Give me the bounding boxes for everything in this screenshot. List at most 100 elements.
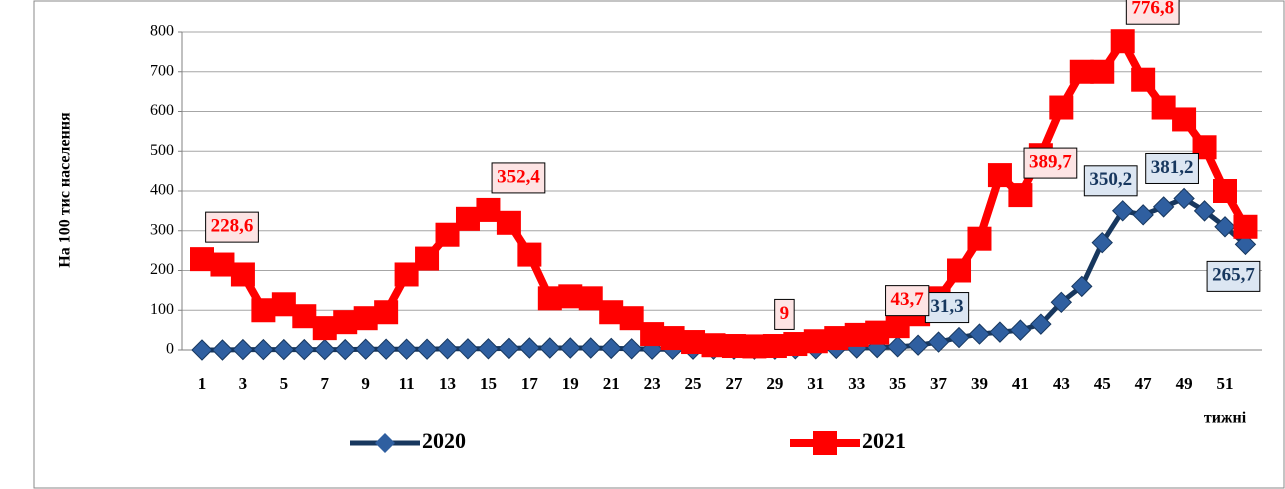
x-tick-label: 19: [562, 374, 579, 393]
marker: [721, 334, 746, 359]
marker: [844, 322, 869, 347]
data-label-text: 43,7: [891, 289, 925, 310]
legend-label: 2020: [422, 428, 466, 453]
marker: [948, 326, 970, 349]
marker: [762, 334, 787, 359]
marker: [660, 326, 685, 351]
marker: [312, 316, 337, 341]
marker: [353, 306, 378, 331]
marker: [1234, 233, 1257, 256]
marker: [211, 339, 234, 361]
marker: [701, 333, 726, 358]
marker: [1214, 216, 1236, 238]
marker: [271, 292, 296, 317]
data-label-box: [885, 285, 930, 317]
marker: [252, 338, 275, 361]
legend-marker: [813, 431, 837, 455]
x-tick-label: 33: [848, 374, 865, 393]
data-label-box: [491, 162, 546, 194]
x-tick-label: 29: [766, 374, 783, 393]
marker: [578, 286, 603, 311]
marker: [191, 339, 213, 361]
marker: [517, 242, 542, 267]
marker: [558, 284, 583, 309]
y-tick-label: 500: [150, 142, 174, 159]
marker: [210, 252, 235, 277]
x-tick-label: 9: [361, 374, 370, 393]
marker: [395, 338, 418, 360]
marker: [190, 247, 214, 272]
x-tick-label: 45: [1094, 374, 1111, 393]
marker: [496, 210, 521, 235]
x-tick-label: 31: [807, 374, 824, 393]
data-label-text: 9: [780, 303, 790, 324]
marker: [435, 222, 460, 247]
y-tick-label: 0: [166, 341, 174, 358]
x-tick-label: 5: [280, 374, 289, 393]
marker: [477, 338, 500, 360]
x-tick-label: 21: [603, 374, 620, 393]
y-tick-label: 400: [150, 182, 174, 199]
marker: [1131, 67, 1156, 92]
marker: [989, 321, 1011, 343]
marker: [987, 163, 1012, 188]
data-label-box: [1145, 152, 1199, 184]
x-tick-label: 27: [725, 374, 743, 393]
x-tick-label: 11: [399, 374, 415, 393]
y-tick-label: 600: [150, 102, 174, 119]
marker: [803, 329, 828, 354]
marker: [251, 298, 276, 323]
marker: [375, 338, 397, 360]
marker: [292, 304, 317, 329]
marker: [1172, 107, 1197, 132]
marker: [1233, 214, 1258, 239]
x-tick-label: 49: [1176, 374, 1193, 393]
marker: [1008, 183, 1033, 208]
data-label: 352,4: [491, 162, 546, 194]
marker: [374, 300, 399, 325]
data-label-box: [1125, 0, 1180, 25]
marker: [537, 286, 562, 311]
marker: [886, 336, 909, 358]
y-tick-label: 100: [150, 301, 174, 318]
marker: [416, 338, 438, 360]
x-tick-label: 37: [930, 374, 948, 393]
marker: [927, 331, 950, 353]
data-label-box: [924, 292, 970, 324]
data-label: 9: [774, 298, 795, 330]
data-label-text: 228,6: [211, 215, 254, 236]
x-tick-label: 13: [439, 374, 456, 393]
y-axis-label: На 100 тис населення: [57, 112, 74, 268]
marker: [947, 258, 972, 283]
legend-item: 2020: [350, 428, 466, 453]
data-label-text: 381,2: [1151, 157, 1194, 178]
marker: [476, 197, 501, 222]
x-tick-label: 43: [1053, 374, 1070, 393]
data-label-box: [1023, 147, 1078, 179]
data-label-text: 389,7: [1029, 151, 1072, 172]
marker: [498, 337, 520, 360]
marker: [394, 262, 419, 287]
marker: [1049, 95, 1074, 120]
x-tick-label: 23: [644, 374, 661, 393]
data-label: 776,8: [1125, 0, 1180, 25]
marker: [640, 322, 665, 347]
marker: [1050, 291, 1073, 314]
data-label: 31,3: [924, 292, 970, 324]
marker: [1173, 187, 1195, 210]
x-tick-label: 15: [480, 374, 497, 393]
marker: [273, 338, 295, 361]
data-label-text: 776,8: [1131, 0, 1174, 19]
marker: [539, 337, 561, 359]
x-tick-label: 17: [521, 374, 539, 393]
y-tick-label: 300: [150, 221, 174, 238]
data-label-text: 265,7: [1212, 265, 1255, 286]
data-label-box: [205, 211, 259, 243]
marker: [415, 246, 440, 271]
x-tick-label: 51: [1217, 374, 1234, 393]
marker: [1090, 59, 1115, 84]
marker: [620, 338, 643, 360]
x-tick-label: 3: [239, 374, 248, 393]
marker: [824, 326, 849, 351]
marker: [600, 337, 622, 360]
